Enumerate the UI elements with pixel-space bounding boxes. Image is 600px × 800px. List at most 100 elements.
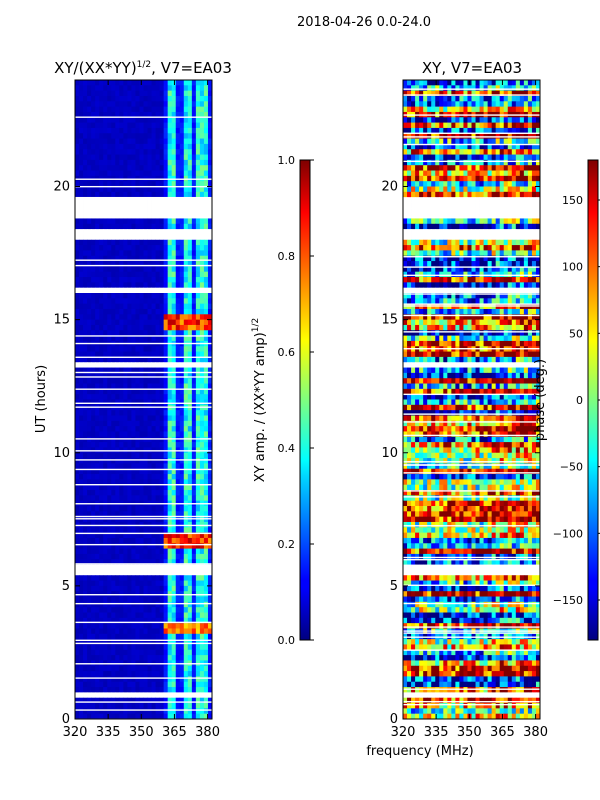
heatmap-cell (191, 239, 197, 246)
heatmap-cell (195, 85, 201, 92)
heatmap-cell (195, 633, 201, 640)
heatmap-cell (79, 713, 84, 720)
heatmap-cell (155, 665, 161, 672)
heatmap-cell (107, 362, 112, 368)
heatmap-cell (519, 133, 525, 139)
heatmap-cell (131, 639, 136, 645)
heatmap-cell (107, 553, 112, 560)
heatmap-cell (75, 655, 80, 661)
heatmap-cell (511, 117, 517, 124)
heatmap-cell (195, 410, 201, 416)
heatmap-cell (191, 633, 197, 640)
heatmap-cell (87, 101, 92, 108)
heatmap-cell (175, 90, 181, 97)
heatmap-cell (427, 181, 432, 187)
heatmap-cell (79, 314, 84, 321)
heatmap-cell (103, 186, 108, 193)
heatmap-cell (87, 223, 92, 230)
heatmap-cell (115, 95, 120, 102)
heatmap-cell (155, 287, 161, 294)
heatmap-cell (479, 175, 484, 182)
heatmap-cell (95, 628, 100, 635)
heatmap-cell (159, 681, 165, 688)
heatmap-cell (111, 426, 116, 432)
heatmap-cell (135, 159, 140, 166)
heatmap-cell (491, 106, 497, 113)
heatmap-cell (179, 101, 185, 108)
amplitude-colorbar-label-base: XY amp. / (XX*YY amp) (253, 332, 268, 482)
heatmap-cell (99, 223, 104, 230)
heatmap-cell (143, 596, 148, 603)
heatmap-cell (115, 506, 120, 512)
heatmap-cell (183, 671, 189, 677)
heatmap-cell (91, 202, 96, 209)
heatmap-cell (151, 191, 156, 198)
heatmap-cell (83, 250, 88, 257)
heatmap-cell (175, 676, 181, 683)
heatmap-cell (447, 165, 452, 171)
heatmap-cell (135, 442, 140, 448)
heatmap-cell (143, 356, 148, 363)
heatmap-cell (159, 111, 165, 118)
heatmap-cell (155, 479, 161, 486)
amplitude-heatmap[interactable] (75, 80, 213, 720)
heatmap-cell (171, 559, 177, 565)
heatmap-cell (99, 537, 104, 544)
heatmap-cell (467, 170, 472, 177)
heatmap-cell (191, 399, 197, 406)
heatmap-cell (187, 202, 193, 209)
heatmap-cell (195, 458, 201, 464)
heatmap-cell (167, 543, 173, 550)
heatmap-cell (75, 111, 80, 118)
heatmap-cell (175, 681, 181, 688)
heatmap-cell (207, 479, 213, 486)
heatmap-cell (143, 85, 148, 92)
heatmap-cell (511, 80, 517, 86)
heatmap-cell (83, 708, 88, 715)
heatmap-cell (183, 601, 189, 608)
heatmap-cell (111, 303, 116, 310)
heatmap-cell (135, 420, 140, 427)
heatmap-cell (179, 676, 185, 683)
heatmap-cell (515, 191, 521, 198)
heatmap-cell (155, 138, 161, 145)
heatmap-cell (175, 628, 181, 635)
heatmap-cell (171, 463, 177, 470)
heatmap-cell (171, 516, 177, 523)
heatmap-cell (431, 186, 436, 193)
heatmap-cell (499, 127, 505, 134)
heatmap-cell (467, 149, 472, 155)
heatmap-cell (199, 165, 205, 171)
heatmap-cell (175, 303, 181, 310)
heatmap-cell (207, 452, 213, 459)
heatmap-cell (175, 655, 181, 661)
heatmap-cell (107, 468, 112, 475)
heatmap-cell (103, 388, 108, 395)
heatmap-cell (75, 202, 80, 209)
heatmap-cell (519, 117, 525, 124)
heatmap-cell (123, 495, 128, 502)
heatmap-cell (415, 170, 420, 177)
heatmap-cell (91, 388, 96, 395)
heatmap-cell (75, 372, 80, 379)
heatmap-cell (471, 122, 476, 129)
heatmap-cell (455, 165, 460, 171)
heatmap-cell (491, 202, 497, 209)
phase-heatmap[interactable] (403, 80, 541, 720)
heatmap-cell (135, 351, 140, 358)
heatmap-cell (187, 426, 193, 432)
heatmap-cell (151, 133, 156, 139)
heatmap-cell (443, 149, 448, 155)
heatmap-cell (155, 239, 161, 246)
heatmap-cell (107, 351, 112, 358)
heatmap-cell (491, 85, 497, 92)
heatmap-cell (107, 388, 112, 395)
heatmap-cell (75, 543, 80, 550)
heatmap-cell (107, 671, 112, 677)
heatmap-cell (147, 362, 152, 368)
heatmap-cell (111, 117, 116, 124)
heatmap-cell (491, 80, 497, 86)
heatmap-cell (159, 490, 165, 496)
heatmap-cell (455, 170, 460, 177)
heatmap-cell (91, 159, 96, 166)
